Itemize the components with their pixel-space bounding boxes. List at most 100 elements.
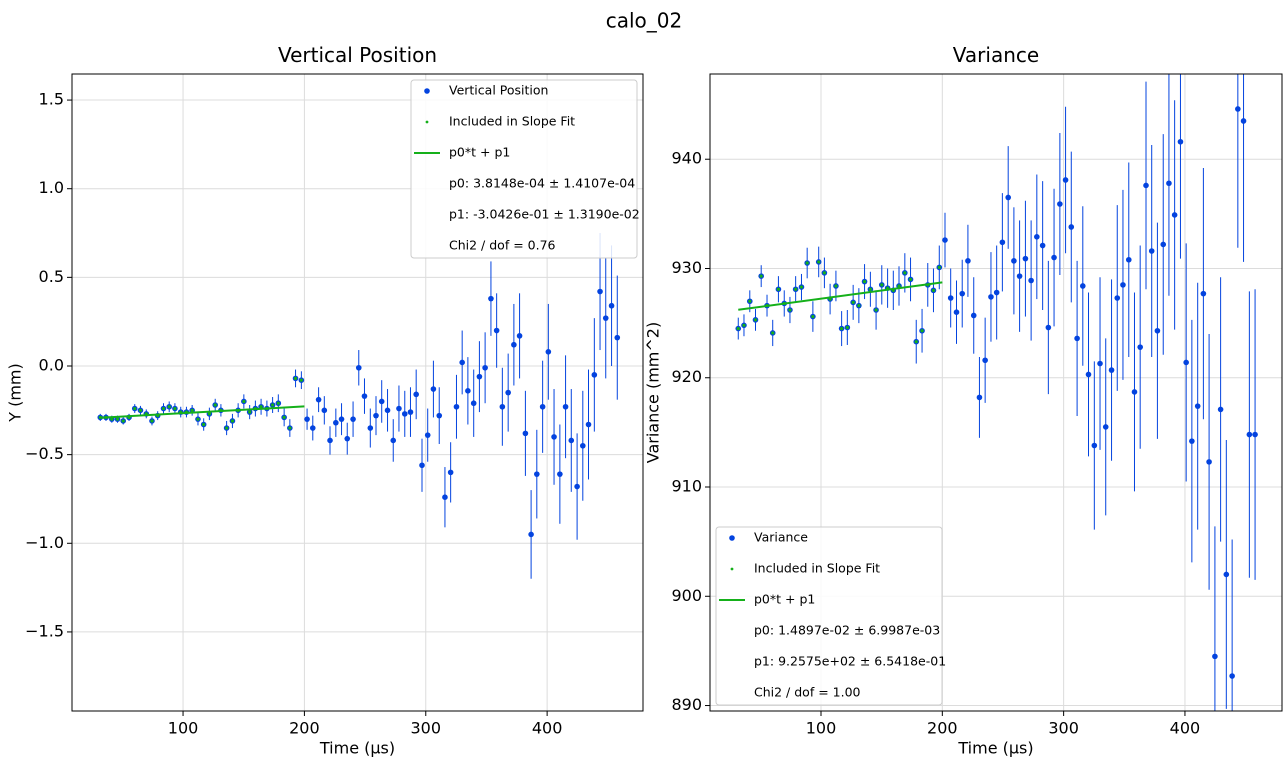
data-point	[447, 469, 454, 476]
subplot-title: Vertical Position	[278, 43, 437, 67]
data-point	[304, 416, 310, 422]
fit-point	[161, 406, 166, 411]
data-point	[1194, 403, 1201, 409]
fit-point	[288, 426, 292, 430]
fit-point	[207, 412, 211, 416]
fit-point	[840, 326, 844, 331]
x-axis-label: Time (μs)	[319, 739, 395, 758]
fit-point	[133, 406, 137, 411]
data-point	[970, 312, 977, 319]
data-point	[942, 237, 948, 243]
data-point	[1028, 277, 1034, 284]
legend-annotation: Chi2 / dof = 0.76	[449, 238, 556, 253]
fit-point	[903, 271, 907, 275]
fit-point	[748, 299, 752, 303]
x-tick-label: 400	[1170, 719, 1201, 738]
fit-point	[908, 277, 913, 282]
y-tick-label: 890	[671, 695, 702, 714]
data-point	[1171, 212, 1178, 218]
data-point	[436, 412, 443, 419]
data-point	[344, 435, 351, 442]
legend-label: p0*t + p1	[449, 145, 510, 160]
fit-point	[271, 403, 275, 407]
data-point	[430, 386, 437, 392]
data-point	[551, 434, 557, 440]
fit-point	[150, 419, 154, 423]
data-point	[999, 239, 1006, 246]
fit-point	[931, 288, 936, 292]
data-point	[1114, 295, 1121, 301]
y-tick-label: −1.0	[25, 533, 64, 552]
data-point	[442, 494, 448, 500]
data-point	[1005, 194, 1011, 201]
fit-point	[230, 419, 235, 423]
data-point	[413, 391, 419, 398]
data-point	[1120, 282, 1126, 288]
x-tick-label: 400	[532, 719, 563, 738]
data-point	[459, 359, 465, 366]
fit-point	[110, 417, 114, 421]
fit-point	[213, 403, 217, 407]
data-point	[493, 327, 500, 334]
y-tick-label: 930	[671, 258, 702, 277]
data-point	[557, 471, 563, 477]
data-point	[1108, 367, 1115, 373]
data-point	[1154, 327, 1161, 334]
data-point	[1246, 431, 1253, 438]
x-tick-label: 100	[168, 719, 199, 738]
data-point	[614, 334, 621, 341]
legend-annotation: p0: 3.8148e-04 ± 1.4107e-04	[449, 176, 635, 191]
data-point	[419, 462, 425, 469]
data-point	[309, 425, 316, 431]
data-point	[511, 341, 517, 348]
fit-point	[282, 415, 286, 420]
data-point	[390, 437, 397, 444]
data-point	[378, 398, 385, 405]
data-point	[321, 407, 328, 414]
data-point	[534, 471, 540, 477]
data-point	[602, 315, 609, 321]
data-point	[1148, 248, 1155, 254]
y-tick-label: 0.5	[39, 267, 64, 286]
data-point	[1011, 258, 1017, 264]
data-point	[384, 407, 391, 414]
data-point	[338, 416, 345, 422]
plot-area	[735, 74, 1258, 711]
data-point	[953, 309, 960, 315]
legend-box	[715, 526, 943, 706]
data-point	[505, 389, 511, 396]
data-point	[1080, 283, 1086, 289]
data-point	[1068, 224, 1075, 230]
fit-point	[811, 314, 815, 319]
fit-point	[138, 408, 143, 412]
data-point	[965, 258, 971, 264]
legend-marker	[425, 120, 429, 124]
data-point	[1166, 180, 1172, 187]
fit-point	[115, 417, 120, 421]
data-point	[976, 394, 983, 401]
data-point	[568, 437, 575, 444]
data-point	[1131, 389, 1138, 395]
y-tick-label: −0.5	[25, 444, 64, 463]
fit-point	[276, 401, 280, 405]
subplot-title: Variance	[953, 43, 1039, 67]
data-point	[522, 430, 529, 437]
data-point	[333, 419, 339, 426]
fit-point	[293, 376, 298, 381]
fit-point	[202, 422, 206, 427]
data-point	[1091, 442, 1098, 449]
data-point	[1240, 118, 1247, 124]
axes-frame	[709, 73, 1283, 712]
x-tick-label: 300	[1048, 719, 1079, 738]
data-point	[1057, 201, 1063, 207]
legend-annotation: Chi2 / dof = 1.00	[754, 685, 861, 700]
data-point	[1039, 242, 1046, 249]
fit-point	[897, 284, 901, 288]
legend-marker	[730, 567, 734, 571]
data-point	[1223, 571, 1230, 578]
data-point	[1189, 438, 1195, 444]
legend-annotation: p0: 1.4897e-02 ± 6.9987e-03	[754, 623, 940, 638]
data-point	[355, 364, 362, 371]
